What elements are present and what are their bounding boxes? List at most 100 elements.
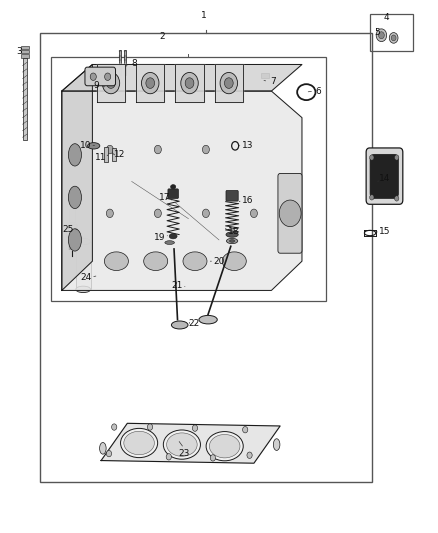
Ellipse shape bbox=[226, 238, 238, 244]
Text: 4: 4 bbox=[384, 13, 389, 22]
Circle shape bbox=[370, 155, 374, 160]
Circle shape bbox=[224, 78, 233, 88]
Text: 3: 3 bbox=[17, 47, 22, 55]
Text: 20: 20 bbox=[213, 257, 225, 265]
Ellipse shape bbox=[273, 439, 280, 450]
Polygon shape bbox=[101, 423, 280, 463]
Circle shape bbox=[251, 209, 258, 217]
Text: 19: 19 bbox=[154, 233, 166, 242]
Polygon shape bbox=[97, 64, 125, 102]
Circle shape bbox=[185, 78, 194, 88]
Text: 11: 11 bbox=[95, 153, 106, 162]
Text: 14: 14 bbox=[379, 174, 391, 183]
Bar bbox=[22, 58, 27, 140]
Bar bbox=[21, 54, 28, 58]
Polygon shape bbox=[62, 91, 302, 290]
Circle shape bbox=[389, 33, 398, 43]
Ellipse shape bbox=[166, 433, 197, 456]
Ellipse shape bbox=[169, 233, 177, 239]
Text: 13: 13 bbox=[242, 141, 253, 150]
Bar bbox=[119, 50, 121, 75]
Polygon shape bbox=[136, 64, 164, 102]
Circle shape bbox=[106, 146, 113, 154]
Text: 18: 18 bbox=[228, 228, 239, 237]
Polygon shape bbox=[175, 64, 204, 102]
Text: 7: 7 bbox=[271, 77, 276, 86]
Circle shape bbox=[146, 78, 155, 88]
Circle shape bbox=[181, 72, 198, 94]
Bar bbox=[124, 50, 127, 75]
Ellipse shape bbox=[230, 240, 235, 243]
Ellipse shape bbox=[88, 143, 100, 149]
Ellipse shape bbox=[222, 252, 246, 270]
Ellipse shape bbox=[68, 144, 81, 166]
Bar bbox=[21, 46, 28, 49]
Text: 22: 22 bbox=[188, 319, 200, 328]
Bar bbox=[370, 14, 413, 51]
Ellipse shape bbox=[171, 321, 188, 329]
Text: 1: 1 bbox=[201, 11, 207, 20]
Ellipse shape bbox=[206, 432, 243, 461]
Circle shape bbox=[102, 72, 120, 94]
Circle shape bbox=[370, 195, 374, 200]
Circle shape bbox=[154, 209, 161, 217]
Polygon shape bbox=[104, 148, 108, 162]
Text: 10: 10 bbox=[80, 141, 91, 150]
FancyBboxPatch shape bbox=[226, 190, 238, 201]
Ellipse shape bbox=[209, 434, 240, 458]
Circle shape bbox=[395, 196, 399, 201]
Circle shape bbox=[106, 209, 113, 217]
Text: 16: 16 bbox=[242, 196, 254, 205]
Ellipse shape bbox=[165, 241, 174, 245]
Text: 23: 23 bbox=[178, 449, 190, 458]
Ellipse shape bbox=[199, 316, 217, 324]
Circle shape bbox=[202, 146, 209, 154]
Bar bbox=[261, 73, 269, 78]
Bar bbox=[69, 238, 74, 251]
Text: 6: 6 bbox=[316, 86, 321, 95]
Circle shape bbox=[148, 424, 152, 430]
Circle shape bbox=[154, 146, 161, 154]
FancyBboxPatch shape bbox=[67, 224, 77, 238]
Bar bbox=[76, 241, 91, 289]
FancyBboxPatch shape bbox=[366, 148, 403, 204]
Text: 24: 24 bbox=[81, 273, 92, 281]
Circle shape bbox=[192, 425, 198, 431]
Text: 17: 17 bbox=[159, 193, 170, 202]
FancyBboxPatch shape bbox=[168, 189, 178, 198]
Ellipse shape bbox=[226, 232, 238, 237]
Circle shape bbox=[391, 35, 396, 41]
FancyBboxPatch shape bbox=[278, 173, 302, 253]
Bar bbox=[69, 209, 75, 222]
Ellipse shape bbox=[144, 252, 168, 270]
Bar bbox=[21, 50, 28, 53]
Circle shape bbox=[210, 455, 215, 461]
Bar bbox=[51, 56, 326, 301]
Ellipse shape bbox=[170, 184, 176, 189]
FancyBboxPatch shape bbox=[370, 155, 399, 198]
Circle shape bbox=[376, 29, 387, 42]
Polygon shape bbox=[62, 64, 302, 91]
Circle shape bbox=[106, 78, 115, 88]
Circle shape bbox=[112, 424, 117, 430]
Text: 15: 15 bbox=[379, 228, 391, 237]
Text: 25: 25 bbox=[63, 225, 74, 234]
Circle shape bbox=[279, 200, 301, 227]
Circle shape bbox=[395, 155, 399, 160]
Circle shape bbox=[220, 72, 237, 94]
Circle shape bbox=[202, 209, 209, 217]
Text: 12: 12 bbox=[114, 150, 125, 159]
Ellipse shape bbox=[76, 238, 91, 245]
Circle shape bbox=[243, 426, 248, 433]
Ellipse shape bbox=[99, 442, 106, 454]
FancyBboxPatch shape bbox=[85, 67, 116, 86]
Text: 5: 5 bbox=[374, 28, 380, 37]
Ellipse shape bbox=[124, 431, 154, 455]
Text: 9: 9 bbox=[93, 81, 99, 90]
Circle shape bbox=[141, 72, 159, 94]
Polygon shape bbox=[215, 64, 243, 102]
Circle shape bbox=[378, 32, 384, 39]
Text: 21: 21 bbox=[172, 280, 183, 289]
Text: 2: 2 bbox=[159, 33, 165, 42]
Ellipse shape bbox=[68, 186, 81, 208]
